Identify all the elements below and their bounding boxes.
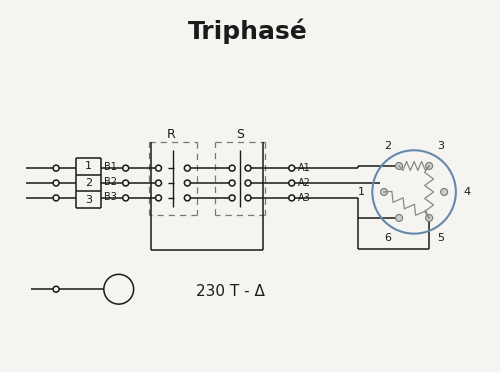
- Circle shape: [53, 195, 59, 201]
- Text: B1: B1: [104, 162, 117, 172]
- Circle shape: [156, 195, 162, 201]
- Text: A3: A3: [298, 193, 310, 203]
- Text: 2: 2: [384, 141, 392, 151]
- Circle shape: [440, 189, 448, 195]
- Circle shape: [229, 180, 235, 186]
- Text: 1: 1: [85, 161, 92, 171]
- Circle shape: [156, 180, 162, 186]
- Circle shape: [122, 165, 128, 171]
- Text: 4: 4: [463, 187, 470, 197]
- Circle shape: [289, 165, 295, 171]
- Circle shape: [104, 274, 134, 304]
- Text: B3: B3: [104, 192, 117, 202]
- Text: 2: 2: [85, 178, 92, 188]
- Circle shape: [184, 180, 190, 186]
- Circle shape: [289, 180, 295, 186]
- Circle shape: [426, 215, 432, 221]
- Text: 3: 3: [437, 141, 444, 151]
- Circle shape: [426, 163, 432, 169]
- Circle shape: [396, 163, 402, 169]
- Circle shape: [53, 165, 59, 171]
- Circle shape: [122, 180, 128, 186]
- Circle shape: [122, 195, 128, 201]
- Circle shape: [156, 165, 162, 171]
- Text: A1: A1: [298, 163, 310, 173]
- Circle shape: [53, 286, 59, 292]
- Text: Triphasé: Triphasé: [188, 19, 308, 44]
- Circle shape: [289, 195, 295, 201]
- Text: 3: 3: [85, 195, 92, 205]
- Text: A2: A2: [298, 178, 310, 188]
- Circle shape: [184, 195, 190, 201]
- Text: R: R: [166, 128, 175, 141]
- Circle shape: [245, 195, 251, 201]
- Circle shape: [245, 165, 251, 171]
- Text: S: S: [236, 128, 244, 141]
- Text: 1: 1: [358, 187, 365, 197]
- Circle shape: [53, 180, 59, 186]
- Text: 230 T - Δ: 230 T - Δ: [196, 284, 264, 299]
- Circle shape: [380, 189, 388, 195]
- Circle shape: [229, 165, 235, 171]
- Circle shape: [184, 165, 190, 171]
- Circle shape: [229, 195, 235, 201]
- Circle shape: [245, 180, 251, 186]
- Text: B2: B2: [104, 177, 117, 187]
- Text: 6: 6: [384, 232, 391, 243]
- Text: 5: 5: [437, 232, 444, 243]
- Circle shape: [396, 215, 402, 221]
